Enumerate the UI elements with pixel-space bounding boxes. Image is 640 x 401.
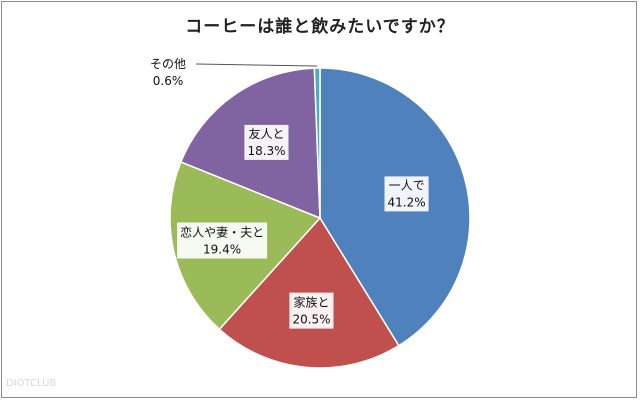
slice-category-label: 友人と [248, 127, 284, 141]
slice-value-label: 0.6% [153, 74, 184, 88]
slice-label-background [289, 292, 334, 329]
slice-label-group: その他 0.6% [150, 57, 186, 88]
slice-label-group: 一人で 41.2% [384, 176, 429, 212]
chart-title: コーヒーは誰と飲みたいですか？ [185, 17, 455, 37]
slice-label-background [177, 222, 268, 259]
slice-value-label: 20.5% [292, 313, 330, 327]
slice-label-background [244, 124, 289, 160]
slice-value-label: 41.2% [388, 195, 426, 209]
pie-labels: 一人で 41.2% 家族と 20.5% 恋人や妻・夫と 19.4% 友人と 18.3% その他 0… [150, 57, 429, 329]
callout-leader-line [195, 63, 318, 67]
slice-category-label: 一人で [389, 178, 425, 192]
slice-category-label: その他 [150, 57, 186, 71]
slice-label-background [384, 176, 429, 212]
slice-value-label: 18.3% [247, 144, 285, 158]
slice-category-label: 家族と [293, 295, 329, 310]
slice-label-group: 恋人や妻・夫と 19.4% [177, 222, 268, 259]
slice-label-group: 友人と 18.3% [244, 124, 289, 160]
watermark-logo: DIOTCLUB [6, 378, 57, 389]
slice-label-group: 家族と 20.5% [289, 292, 334, 329]
leader-lines [195, 63, 318, 67]
slice-category-label: 恋人や妻・夫と [180, 225, 264, 240]
slice-value-label: 19.4% [203, 243, 241, 257]
pie-slice [313, 67, 321, 219]
